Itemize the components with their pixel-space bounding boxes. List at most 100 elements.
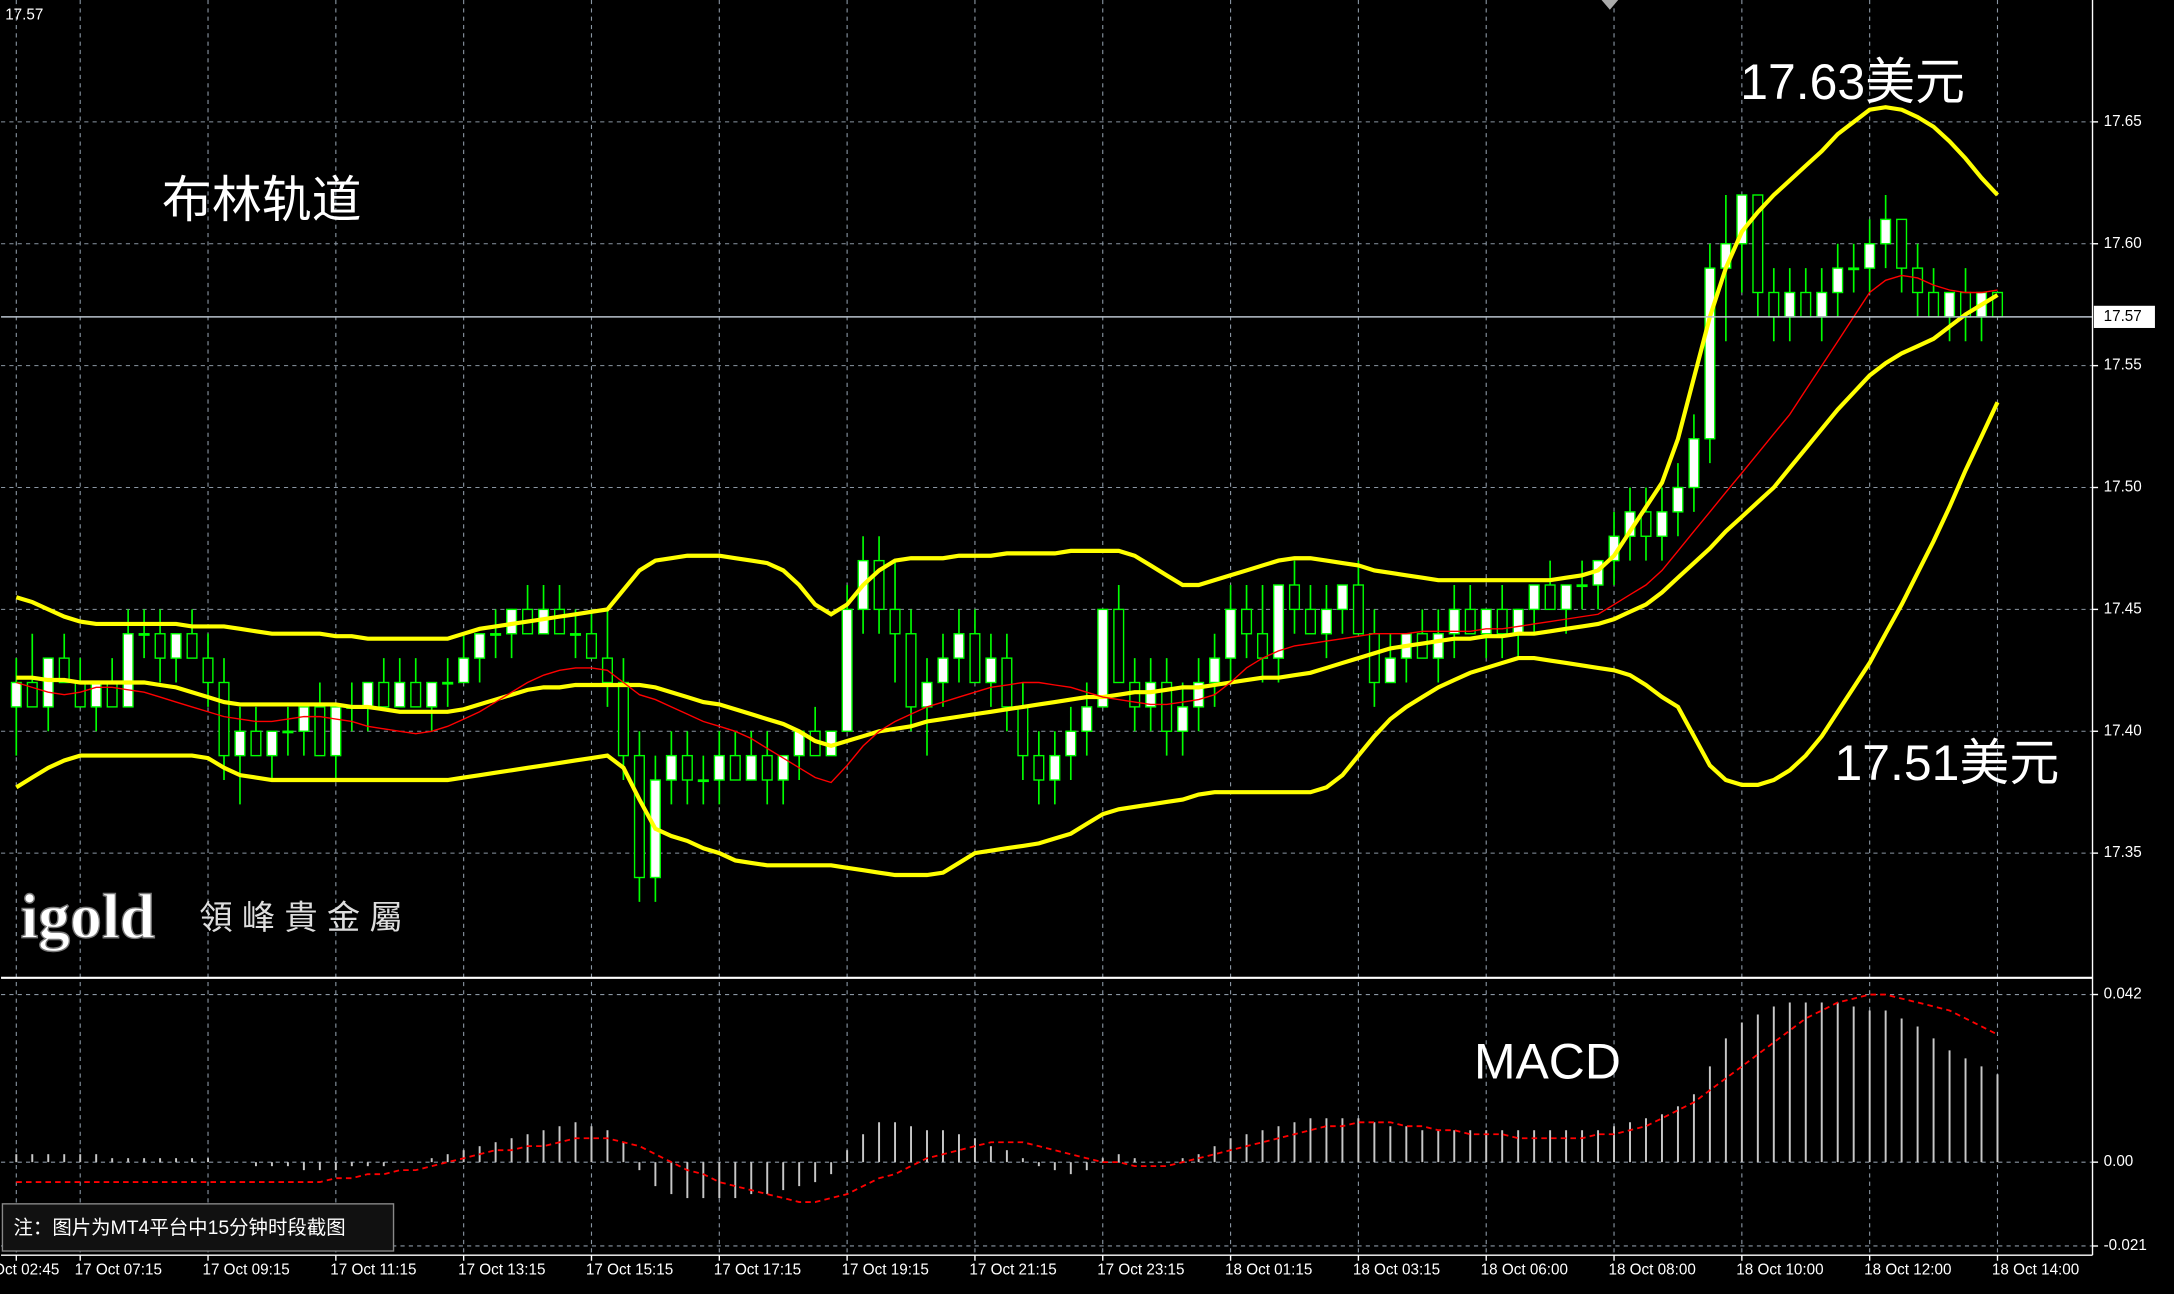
candle-body (202, 657, 214, 684)
candle-body (1480, 608, 1492, 635)
candle-body (953, 633, 965, 659)
candle-body (777, 754, 789, 781)
candle-body (234, 730, 246, 757)
candle-body (1560, 584, 1572, 611)
candle-body (553, 608, 566, 635)
candle-body (729, 754, 741, 781)
candle-body (330, 706, 342, 757)
candle-body (394, 681, 406, 708)
band-middle (16, 293, 1999, 749)
x-tick-label: 18 Oct 01:15 (1225, 1261, 1312, 1278)
marks (1, 105, 2093, 1203)
candle-body (26, 681, 38, 708)
x-tick-label: 17 Oct 11:15 (330, 1261, 416, 1278)
candle-body (1800, 291, 1812, 318)
x-tick-label: 17 Oct 13:15 (458, 1261, 545, 1278)
candle-body (1352, 584, 1364, 635)
candle-body (122, 633, 134, 708)
candle-body (1017, 706, 1029, 757)
y-tick-label: 17.60 (2104, 235, 2142, 252)
candle-body (1880, 218, 1892, 245)
candle-body (170, 633, 182, 659)
candle-body (1001, 657, 1013, 708)
candle-body (1944, 291, 1956, 318)
candle-body (873, 559, 885, 611)
candle-body (921, 681, 933, 708)
candle-body (985, 657, 997, 684)
candle-body (665, 754, 677, 781)
scroll-marker (1601, 0, 1619, 10)
axes: 17.65 17.60 17.55 17.50 17.45 17.40 17.35 0.042… (0, 0, 2155, 1278)
candle-body (617, 681, 629, 757)
candle-body (1065, 730, 1077, 757)
candle-body (1528, 584, 1540, 611)
candle-body (1272, 584, 1285, 659)
note: 注：图片为MT4平台中15分钟时段截图 (14, 1217, 346, 1239)
candle-body (1688, 438, 1700, 489)
candle-body (1672, 486, 1684, 513)
candle-body (1496, 608, 1508, 635)
candle-body (1113, 608, 1125, 684)
candle-body (1432, 633, 1444, 659)
candle-body (1784, 291, 1796, 318)
candle-body (1161, 681, 1173, 732)
x-tick-label: 17 Oct 23:15 (1097, 1261, 1184, 1278)
band-upper (15, 105, 2000, 641)
candle-body (937, 657, 949, 684)
candle-body (745, 754, 757, 781)
candle-body (761, 754, 773, 781)
candle-body (713, 754, 725, 781)
x-tick-label: 17 Oct 21:15 (969, 1261, 1056, 1278)
candle-body (1512, 608, 1524, 635)
candle-body (282, 730, 294, 734)
y-tick-label: 17.35 (2104, 844, 2142, 861)
candle-body (362, 681, 374, 708)
candle-body (42, 657, 54, 708)
candle-body (569, 633, 582, 636)
candle-body (154, 633, 166, 659)
candle-body (1544, 584, 1556, 611)
candle-body (1256, 633, 1269, 659)
candle-body (1656, 511, 1668, 537)
x-tick-label: 17 Oct 02:45 (0, 1261, 59, 1278)
y-tick-label: 17.65 (2104, 113, 2142, 130)
indicator-label: MACD (1474, 1033, 1621, 1089)
candle-body (442, 681, 454, 685)
candle-body (458, 657, 470, 684)
candle-body (889, 608, 901, 635)
y-tick-label: 17.50 (2104, 479, 2142, 496)
candle-body (10, 681, 22, 708)
candle-body (1081, 706, 1093, 732)
candle-body (697, 779, 709, 783)
candle-body (266, 730, 278, 757)
candle-body (681, 754, 693, 781)
candle-body (1384, 657, 1396, 684)
candle-body (1177, 706, 1189, 732)
candle-body (426, 681, 438, 708)
macd-signal (16, 993, 1998, 1203)
candle-body (58, 657, 70, 684)
candle-body (969, 633, 981, 684)
y-tick-label: -0.021 (2104, 1237, 2147, 1254)
annotation: 17.51美元 (1835, 735, 2060, 791)
candle-body (1288, 584, 1301, 611)
x-tick-label: 17 Oct 17:15 (714, 1261, 801, 1278)
candle-body (1097, 608, 1109, 708)
candle-body (138, 633, 150, 636)
x-tick-label: 18 Oct 12:00 (1864, 1261, 1951, 1278)
y-tick-label: 0.00 (2104, 1153, 2134, 1170)
candle-body (410, 681, 422, 708)
candle-body (1320, 608, 1332, 635)
candle-body (90, 681, 102, 708)
candle-body (633, 754, 645, 879)
candle-body (1848, 267, 1860, 271)
candle-body (1896, 218, 1908, 269)
y-tick-label: 0.042 (2104, 986, 2142, 1003)
annotation: 17.63美元 (1740, 54, 1965, 110)
candle-body (1832, 267, 1844, 294)
candle-body (106, 681, 118, 708)
candle-body (1752, 194, 1764, 294)
candle-body (1464, 608, 1476, 635)
candle-body (314, 706, 326, 757)
